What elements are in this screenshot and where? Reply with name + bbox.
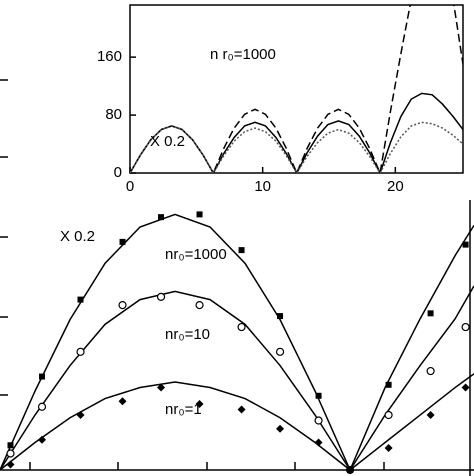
marker xyxy=(314,416,323,425)
marker xyxy=(315,392,322,399)
marker xyxy=(196,211,203,218)
inset-plot: 0 10 20 0 80 160 n r₀=1000 X 0.2 xyxy=(97,5,463,195)
curve xyxy=(130,121,463,173)
curve xyxy=(0,213,474,472)
annotation: nr₀=10 xyxy=(165,326,210,343)
marker xyxy=(118,397,127,406)
marker xyxy=(237,405,246,414)
marker xyxy=(275,347,285,356)
curve xyxy=(0,285,474,472)
marker xyxy=(158,214,165,221)
marker xyxy=(119,238,126,245)
marker xyxy=(461,383,470,392)
marker xyxy=(461,322,470,332)
marker xyxy=(37,402,47,411)
marker xyxy=(76,411,85,420)
marker xyxy=(7,442,14,449)
marker xyxy=(277,313,284,320)
marker xyxy=(384,444,393,453)
marker xyxy=(427,310,434,317)
marker xyxy=(118,300,127,310)
marker xyxy=(385,381,392,388)
marker xyxy=(346,466,355,474)
annotation: X 0.2 xyxy=(60,228,95,245)
annotation: n r₀=1000 xyxy=(210,46,276,63)
curve xyxy=(0,373,474,471)
marker xyxy=(195,400,204,409)
y-tick-label: 80 xyxy=(105,106,122,123)
annotation: nr₀=1000 xyxy=(165,246,227,263)
marker xyxy=(39,373,46,380)
x-tick-label: 10 xyxy=(254,178,271,195)
marker xyxy=(426,411,435,420)
main-plot: X 0.2 nr₀=1000 nr₀=10 nr₀=1 xyxy=(0,211,474,475)
marker xyxy=(6,449,15,458)
marker xyxy=(238,247,245,254)
annotation: nr₀=1 xyxy=(165,401,202,418)
marker xyxy=(237,322,246,332)
y-tick-label: 0 xyxy=(114,164,122,181)
x-tick-label: 0 xyxy=(126,178,134,195)
marker xyxy=(462,241,469,248)
marker xyxy=(156,292,166,301)
marker xyxy=(76,347,85,356)
inset-background xyxy=(118,0,474,200)
marker xyxy=(77,296,84,303)
marker xyxy=(276,424,285,433)
x-tick-label: 20 xyxy=(387,178,404,195)
y-tick-label: 160 xyxy=(97,48,122,65)
marker xyxy=(384,410,393,420)
annotation: X 0.2 xyxy=(150,133,185,150)
marker xyxy=(157,383,166,392)
marker xyxy=(38,435,47,444)
marker xyxy=(426,366,435,376)
clip-group xyxy=(130,5,463,173)
marker xyxy=(195,300,204,310)
marker xyxy=(314,438,323,447)
curve xyxy=(130,5,463,173)
marker xyxy=(6,460,15,469)
